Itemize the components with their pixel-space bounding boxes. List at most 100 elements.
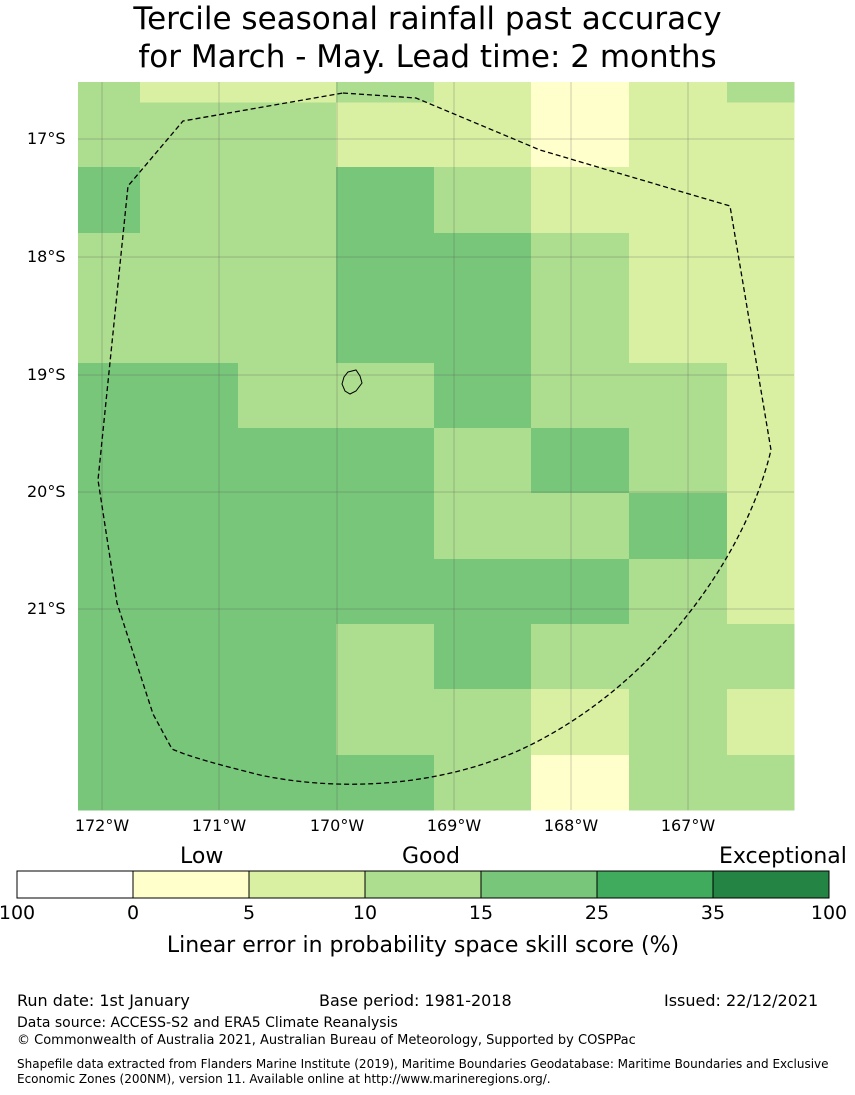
skill-cell bbox=[531, 559, 630, 625]
skill-cell bbox=[78, 82, 141, 103]
skill-cell bbox=[78, 689, 141, 756]
skill-cell bbox=[531, 363, 630, 429]
lat-label-18s: 18°S bbox=[27, 247, 66, 266]
legend-tick: 10 bbox=[352, 902, 378, 924]
skill-cell bbox=[434, 102, 532, 168]
lat-label-20s: 20°S bbox=[27, 482, 66, 501]
skill-cell bbox=[727, 167, 795, 234]
skill-cell bbox=[434, 363, 532, 429]
title-line-1: Tercile seasonal rainfall past accuracy bbox=[133, 1, 722, 37]
skill-cell bbox=[238, 428, 337, 494]
skill-cell bbox=[238, 493, 337, 560]
skill-cell bbox=[140, 233, 239, 299]
skill-cell bbox=[629, 363, 728, 429]
legend-bin bbox=[17, 871, 133, 898]
run-date: Run date: 1st January bbox=[17, 991, 190, 1010]
lat-label-17s: 17°S bbox=[27, 129, 66, 148]
skill-cell bbox=[140, 167, 239, 234]
skill-cell bbox=[78, 233, 141, 299]
skill-cell bbox=[531, 102, 630, 168]
skill-cell bbox=[238, 233, 337, 299]
legend-tick: 5 bbox=[242, 902, 256, 924]
data-source: Data source: ACCESS-S2 and ERA5 Climate … bbox=[17, 1015, 398, 1031]
eez-boundary bbox=[97, 92, 772, 785]
skill-cell bbox=[78, 493, 141, 560]
legend-category-exceptional: Exceptional bbox=[719, 844, 847, 869]
skill-cell bbox=[336, 493, 435, 560]
skill-cell bbox=[336, 559, 435, 625]
skill-cell bbox=[336, 298, 435, 364]
lat-label-19s: 19°S bbox=[27, 365, 66, 384]
skill-cell bbox=[629, 559, 728, 625]
skill-cell bbox=[238, 167, 337, 234]
skill-cell bbox=[727, 102, 795, 168]
skill-cell bbox=[531, 493, 630, 560]
skill-cell bbox=[727, 298, 795, 364]
title-line-2: for March - May. Lead time: 2 months bbox=[138, 39, 717, 75]
skill-cell bbox=[78, 624, 141, 690]
skill-cell bbox=[531, 298, 630, 364]
skill-cell bbox=[531, 755, 630, 811]
skill-cell bbox=[238, 298, 337, 364]
skill-cell bbox=[238, 363, 337, 429]
skill-cell bbox=[531, 167, 630, 234]
lon-label-169w: 169°W bbox=[426, 816, 482, 835]
legend-colorbar bbox=[16, 870, 830, 899]
legend-category-good: Good bbox=[402, 844, 460, 869]
skill-cell bbox=[629, 624, 728, 690]
skill-cell bbox=[336, 233, 435, 299]
skill-cell bbox=[531, 624, 630, 690]
skill-cell bbox=[140, 493, 239, 560]
legend-bin bbox=[249, 871, 365, 898]
skill-cell bbox=[727, 233, 795, 299]
legend-title: Linear error in probability space skill … bbox=[166, 933, 680, 958]
legend-bin bbox=[713, 871, 829, 898]
legend-bin bbox=[481, 871, 597, 898]
lon-label-171w: 171°W bbox=[191, 816, 247, 835]
skill-cell bbox=[336, 689, 435, 756]
skill-cell bbox=[434, 233, 532, 299]
skill-cell bbox=[140, 624, 239, 690]
skill-cell bbox=[78, 298, 141, 364]
skill-cell bbox=[727, 82, 795, 103]
skill-cell bbox=[78, 755, 141, 811]
skill-cell bbox=[727, 363, 795, 429]
skill-cell bbox=[336, 102, 435, 168]
skill-map bbox=[78, 82, 795, 811]
lon-label-170w: 170°W bbox=[309, 816, 365, 835]
skill-cell bbox=[78, 102, 141, 168]
shapefile-credit-line-1: Shapefile data extracted from Flanders M… bbox=[17, 1057, 829, 1071]
legend-tick: 100 bbox=[810, 902, 848, 924]
skill-cell bbox=[629, 102, 728, 168]
skill-cell bbox=[629, 755, 728, 811]
skill-cell bbox=[434, 493, 532, 560]
skill-cell bbox=[434, 624, 532, 690]
shapefile-credit-line-2: Economic Zones (200NM), version 11. Avai… bbox=[17, 1072, 551, 1086]
skill-cell bbox=[531, 689, 630, 756]
skill-cell bbox=[238, 624, 337, 690]
skill-cell bbox=[434, 689, 532, 756]
skill-cell bbox=[78, 428, 141, 494]
skill-cell bbox=[434, 559, 532, 625]
skill-cell bbox=[629, 82, 728, 103]
skill-cell bbox=[629, 428, 728, 494]
skill-cell bbox=[336, 167, 435, 234]
skill-cell bbox=[531, 82, 630, 103]
skill-cell bbox=[434, 82, 532, 103]
lon-label-172w: 172°W bbox=[74, 816, 130, 835]
skill-cell bbox=[531, 428, 630, 494]
skill-cell bbox=[238, 689, 337, 756]
lon-label-167w: 167°W bbox=[660, 816, 716, 835]
skill-cell bbox=[140, 428, 239, 494]
issued-date: Issued: 22/12/2021 bbox=[664, 991, 819, 1010]
legend-tick: 15 bbox=[468, 902, 494, 924]
skill-cell bbox=[434, 755, 532, 811]
legend-bin bbox=[365, 871, 481, 898]
skill-cell bbox=[140, 82, 337, 103]
skill-cell bbox=[238, 559, 337, 625]
skill-cell bbox=[727, 624, 795, 690]
skill-cell bbox=[140, 689, 239, 756]
skill-cell bbox=[238, 102, 337, 168]
skill-cell bbox=[336, 82, 435, 103]
skill-cell bbox=[727, 559, 795, 625]
